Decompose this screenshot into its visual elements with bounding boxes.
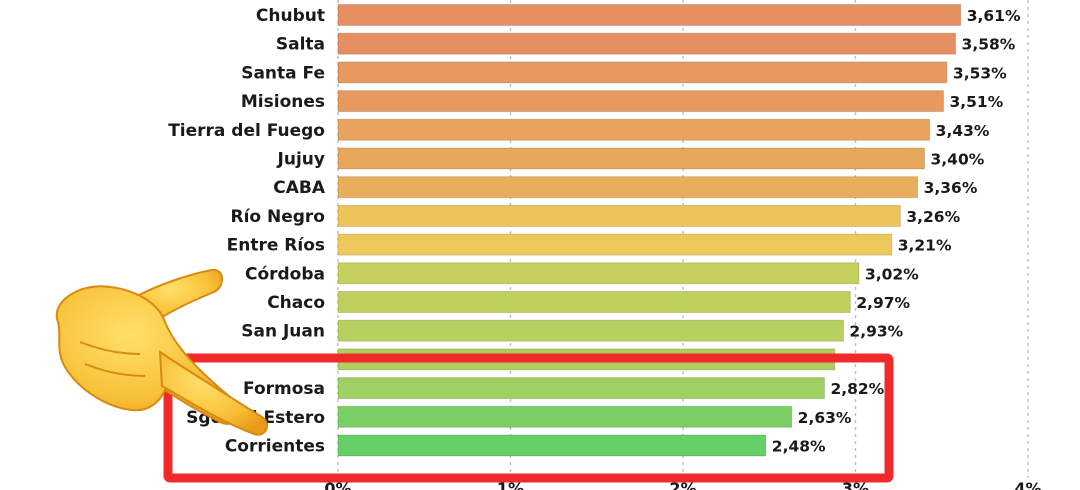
value-label: 3,02% xyxy=(865,265,919,283)
x-axis-ticks: 0% 1% 2% 3% 4% xyxy=(324,479,1041,490)
pointing-hand-emoji-icon xyxy=(55,268,269,436)
bar xyxy=(337,319,844,342)
value-label: 3,40% xyxy=(931,151,985,169)
x-tick-label: 0% xyxy=(324,479,351,490)
value-label: 2,97% xyxy=(856,294,910,312)
value-label: 3,26% xyxy=(906,208,960,226)
value-label: 2,93% xyxy=(849,323,903,341)
category-label: Chaco xyxy=(267,293,325,313)
value-label: 3,51% xyxy=(949,93,1003,111)
value-label: 2,82% xyxy=(830,380,884,398)
category-label: Entre Ríos xyxy=(227,236,325,256)
category-label: San Juan xyxy=(241,322,325,342)
x-tick-label: 4% xyxy=(1014,479,1041,490)
category-label: Tierra del Fuego xyxy=(168,121,325,141)
bar xyxy=(337,204,901,227)
bar xyxy=(337,32,957,55)
category-label: Córdoba xyxy=(245,264,325,284)
value-label: 2,63% xyxy=(798,409,852,427)
bars xyxy=(337,4,962,457)
category-label: Corrientes xyxy=(225,437,325,457)
highlight-box xyxy=(163,353,894,483)
bar xyxy=(337,4,962,26)
value-label: 3,43% xyxy=(936,122,990,140)
bar xyxy=(337,176,919,199)
category-label: Chubut xyxy=(256,6,325,26)
x-tick-label: 1% xyxy=(497,479,524,490)
bar xyxy=(337,61,948,84)
x-tick-label: 2% xyxy=(669,479,696,490)
value-label: 2,48% xyxy=(772,438,826,456)
category-label: Misiones xyxy=(241,92,325,112)
category-label: Río Negro xyxy=(230,207,325,227)
bar xyxy=(337,147,925,170)
bar xyxy=(337,233,893,256)
value-label: 3,21% xyxy=(898,237,952,255)
value-label: 3,36% xyxy=(924,179,978,197)
bar xyxy=(337,262,860,285)
value-label: 3,61% xyxy=(967,7,1021,25)
bar xyxy=(337,291,851,313)
category-label: Santa Fe xyxy=(241,63,325,83)
value-label: 3,58% xyxy=(962,36,1016,54)
bar xyxy=(337,377,825,400)
bar xyxy=(337,434,767,457)
x-tick-label: 3% xyxy=(842,479,869,490)
value-labels: 3,61% 3,58% 3,53% 3,51% 3,43% 3,40% 3,36% 3,26%… xyxy=(772,7,1021,456)
category-label: Salta xyxy=(276,35,325,55)
category-label: Jujuy xyxy=(277,150,325,170)
category-labels: Chubut Salta Santa Fe Misiones Tierra del Fu… xyxy=(168,6,326,457)
bar xyxy=(337,118,931,141)
category-label: Formosa xyxy=(243,379,325,399)
category-label: CABA xyxy=(273,178,326,198)
bar xyxy=(337,405,793,428)
value-label: 3,53% xyxy=(953,64,1007,82)
bar xyxy=(337,90,944,113)
